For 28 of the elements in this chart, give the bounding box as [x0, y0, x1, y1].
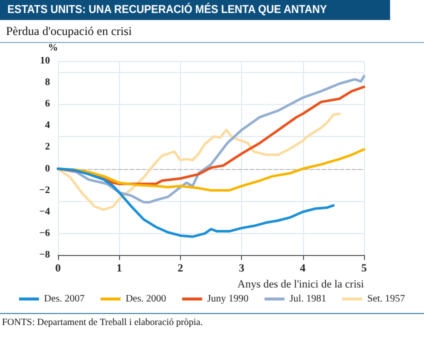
y-tick-label: −8: [39, 250, 50, 260]
line-series: [56, 112, 341, 211]
y-tick-label: −6: [39, 228, 50, 239]
x-tick-label: 0: [55, 262, 62, 274]
legend-label: Set. 1957: [367, 294, 405, 304]
y-tick-label: 4: [45, 120, 50, 132]
y-tick-label: −2: [39, 184, 50, 196]
y-tick-label: 2: [45, 142, 50, 153]
x-tick-label: 5: [361, 262, 368, 274]
x-tick-label: 2: [178, 262, 184, 274]
legend-label: Des. 2007: [44, 294, 85, 304]
chart-title: ESTATS UNITS: UNA RECUPERACIÓ MÉS LENTA QUE ANTANY: [0, 0, 390, 20]
x-tick-label: 1: [116, 262, 122, 274]
legend-label: Jul. 1981: [290, 294, 326, 304]
y-axis-title: %: [48, 42, 58, 54]
x-tick-label: 3: [238, 262, 245, 274]
line-series: [56, 168, 335, 238]
x-axis-title: Anys des de l'inici de la crisi: [237, 278, 364, 290]
chart-subtitle: Pèrdua d'ocupació en crisi: [0, 20, 424, 43]
y-tick-label: 6: [45, 98, 50, 110]
x-tick-label: 4: [300, 262, 306, 274]
legend-label: Juny 1990: [207, 294, 249, 304]
y-tick-label: −4: [39, 206, 50, 218]
text: FONTS: Departament de Treball i elaboració pròpia.: [2, 318, 204, 328]
y-tick-label: 8: [45, 77, 50, 88]
legend-label: Des. 2000: [126, 294, 166, 304]
y-tick-label: 0: [45, 163, 50, 174]
y-tick-label: 10: [40, 56, 50, 66]
